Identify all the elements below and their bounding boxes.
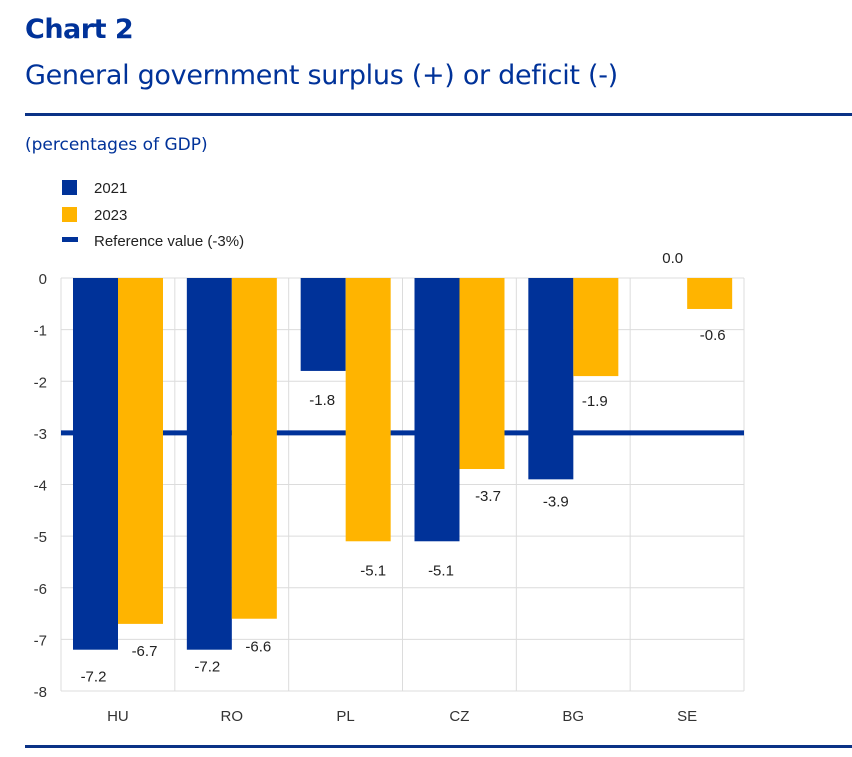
gridlines xyxy=(60,277,745,692)
x-tick-label: CZ xyxy=(449,708,469,725)
y-tick-label: -4 xyxy=(34,478,47,495)
data-label: -7.2 xyxy=(194,659,220,676)
data-label: -1.8 xyxy=(309,392,335,409)
data-label: -6.6 xyxy=(245,639,271,656)
data-label: -1.9 xyxy=(582,393,608,410)
y-axis: 0 -1 -2 -3 -4 -5 -6 -7 -8 xyxy=(34,271,47,701)
legend-swatch-2023 xyxy=(62,207,77,222)
bar-2023-PL xyxy=(345,278,391,542)
legend: 2021 2023 Reference value (-3%) xyxy=(62,180,244,250)
y-tick-label: -2 xyxy=(34,374,47,391)
data-label: -6.7 xyxy=(132,643,158,660)
bar-2021-BG xyxy=(528,278,574,480)
chart-number: Chart 2 xyxy=(25,14,134,45)
bar-2023-RO xyxy=(231,278,277,619)
bar-2021-PL xyxy=(300,278,346,371)
legend-label: 2023 xyxy=(94,207,127,224)
data-label: -0.6 xyxy=(700,327,726,344)
data-label: -7.2 xyxy=(81,669,107,686)
y-tick-label: -5 xyxy=(34,529,47,546)
bar-2023-HU xyxy=(118,278,163,624)
top-divider xyxy=(25,113,852,116)
data-labels: -7.2 -7.2 -1.8 -5.1 -3.9 0.0 -6.7 -6.6 -5.1 -3.7 -… xyxy=(81,250,726,686)
chart-title: General government surplus (+) or defici… xyxy=(25,60,618,91)
bar-2023-SE xyxy=(687,278,733,309)
y-tick-label: -6 xyxy=(34,581,47,598)
x-tick-label: BG xyxy=(562,708,584,725)
y-tick-label: -8 xyxy=(34,684,47,701)
x-axis: HU RO PL CZ BG SE xyxy=(107,708,697,725)
y-tick-label: -1 xyxy=(34,323,47,340)
y-tick-label: -7 xyxy=(34,632,47,649)
x-tick-label: HU xyxy=(107,708,129,725)
x-tick-label: PL xyxy=(336,708,354,725)
bar-2021-HU xyxy=(73,278,118,650)
legend-label: 2021 xyxy=(94,180,127,197)
chart-subtitle: (percentages of GDP) xyxy=(25,135,208,155)
data-label: -3.7 xyxy=(475,488,501,505)
bar-2021-RO xyxy=(186,278,232,650)
data-label: 0.0 xyxy=(662,250,683,267)
legend-swatch-reference xyxy=(62,237,78,242)
x-tick-label: SE xyxy=(677,708,697,725)
bottom-divider xyxy=(25,745,852,748)
bar-2023-CZ xyxy=(459,278,505,470)
legend-label: Reference value (-3%) xyxy=(94,233,244,250)
legend-swatch-2021 xyxy=(62,180,77,195)
y-tick-label: -3 xyxy=(34,426,47,443)
data-label: -5.1 xyxy=(428,562,454,579)
data-label: -5.1 xyxy=(360,562,386,579)
data-label: -3.9 xyxy=(543,493,569,510)
y-tick-label: 0 xyxy=(39,271,47,288)
bar-2021-CZ xyxy=(414,278,460,542)
bars xyxy=(73,278,733,650)
bar-2023-BG xyxy=(573,278,619,377)
x-tick-label: RO xyxy=(221,708,244,725)
